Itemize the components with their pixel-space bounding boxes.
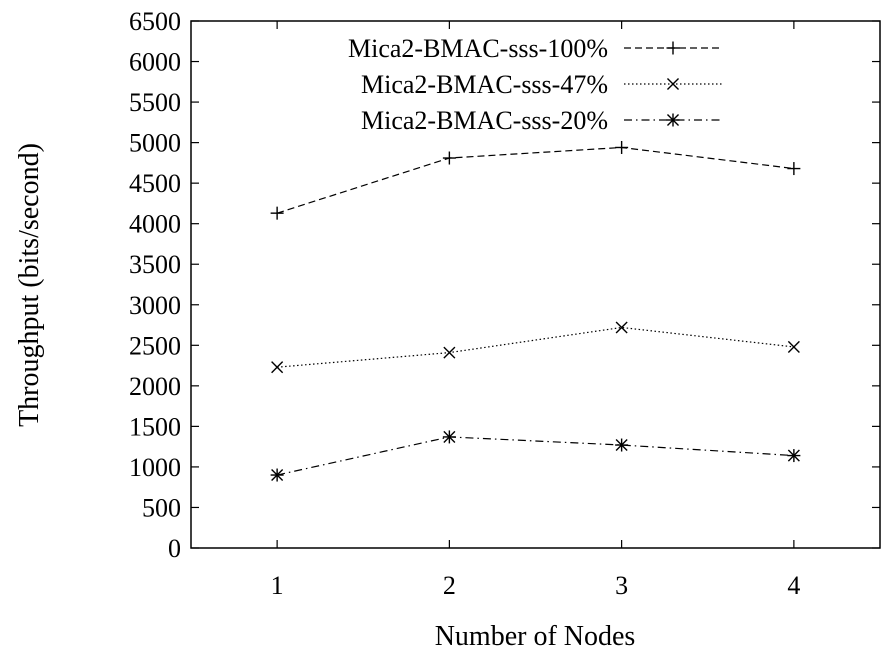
y-tick-label: 1000 [129, 453, 181, 482]
y-tick-label: 5000 [129, 129, 181, 158]
data-point-star [787, 449, 801, 463]
marker-stroke [615, 321, 628, 334]
y-tick-label: 3000 [129, 291, 181, 320]
data-point-plus [270, 206, 284, 220]
data-point-plus [442, 151, 456, 165]
series-line-1 [276, 146, 794, 214]
data-point-star [442, 430, 456, 444]
series-layer [270, 140, 801, 482]
marker-stroke [443, 346, 456, 359]
data-point-plus [787, 162, 801, 176]
y-tick-label: 2000 [129, 372, 181, 401]
data-point-cross [787, 340, 800, 353]
y-tick-label: 4000 [129, 210, 181, 239]
y-tick-label: 1500 [129, 412, 181, 441]
y-tick-label: 6500 [129, 7, 181, 36]
y-tick-label: 0 [168, 534, 181, 563]
x-tick-label: 4 [787, 571, 800, 600]
marker-stroke [271, 469, 284, 482]
data-point-plus [615, 140, 629, 154]
marker-stroke [787, 449, 800, 462]
data-point-star [615, 438, 629, 452]
y-tick-label: 6000 [129, 48, 181, 77]
data-point-star [270, 468, 284, 482]
series-line-3 [276, 436, 794, 476]
x-tick-label: 3 [615, 571, 628, 600]
marker-stroke [615, 439, 628, 452]
series-line-2 [277, 326, 794, 368]
legend-label-2: Mica2-BMAC-sss-47% [361, 70, 608, 99]
y-tick-label: 2500 [129, 331, 181, 360]
legend-marker-plus [666, 41, 680, 55]
marker-stroke [787, 340, 800, 353]
plot-frame [190, 20, 881, 549]
data-point-cross [443, 346, 456, 359]
y-tick-label: 4500 [129, 169, 181, 198]
marker-stroke [443, 430, 456, 443]
marker-stroke [666, 113, 680, 127]
y-tick-label: 500 [142, 493, 181, 522]
marker-stroke [271, 361, 284, 374]
y-tick-label: 5500 [129, 88, 181, 117]
legend-label-3: Mica2-BMAC-sss-20% [361, 106, 608, 135]
legend-marker-cross [666, 77, 680, 91]
legend-label-1: Mica2-BMAC-sss-100% [348, 34, 608, 63]
data-point-cross [271, 361, 284, 374]
x-tick-label: 2 [443, 571, 456, 600]
y-axis: 0 500 1000 1500 2000 2500 3000 3500 4000 4500 5000… [129, 7, 880, 563]
y-tick-label: 3500 [129, 250, 181, 279]
legend: Mica2-BMAC-sss-100% Mica2-BMAC-sss-47% Mic… [348, 34, 722, 135]
x-axis: 1 2 3 4 [271, 21, 800, 600]
x-axis-title: Number of Nodes [435, 621, 636, 651]
data-point-cross [615, 321, 628, 334]
legend-marker-star [666, 113, 680, 127]
x-tick-label: 1 [271, 571, 284, 600]
y-axis-title: Throughput (bits/second) [14, 143, 45, 427]
marker-stroke [666, 77, 680, 91]
